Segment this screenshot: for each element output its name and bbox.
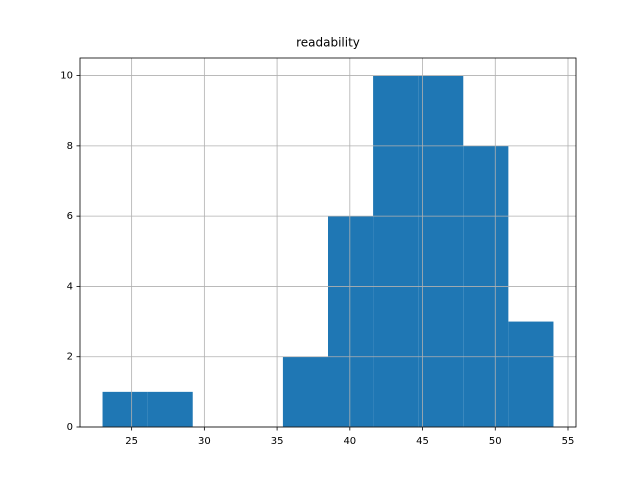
x-tick-label: 45 bbox=[416, 436, 429, 447]
bar bbox=[282, 356, 328, 427]
y-tick-label: 0 bbox=[67, 422, 73, 433]
y-tick-label: 4 bbox=[67, 281, 73, 292]
x-tick-label: 30 bbox=[198, 436, 211, 447]
bar bbox=[373, 75, 419, 428]
x-tick-label: 55 bbox=[562, 436, 575, 447]
bar bbox=[102, 391, 148, 427]
x-tick-label: 50 bbox=[489, 436, 502, 447]
x-tick-label: 25 bbox=[125, 436, 138, 447]
bar bbox=[508, 321, 554, 427]
x-tick-label: 35 bbox=[271, 436, 284, 447]
y-tick-label: 8 bbox=[67, 141, 73, 152]
bar bbox=[328, 216, 374, 427]
plot-area: 25 30 35 40 45 50 55 0 2 4 6 8 10 bbox=[60, 57, 577, 447]
axes-frame bbox=[79, 57, 577, 428]
y-tick-label: 6 bbox=[67, 211, 73, 222]
chart-title: readability bbox=[296, 36, 360, 50]
y-tick-label: 2 bbox=[67, 352, 73, 363]
bar bbox=[147, 391, 193, 427]
bar bbox=[418, 75, 464, 428]
x-tick-label: 40 bbox=[343, 436, 356, 447]
y-tick-label: 10 bbox=[60, 71, 73, 82]
